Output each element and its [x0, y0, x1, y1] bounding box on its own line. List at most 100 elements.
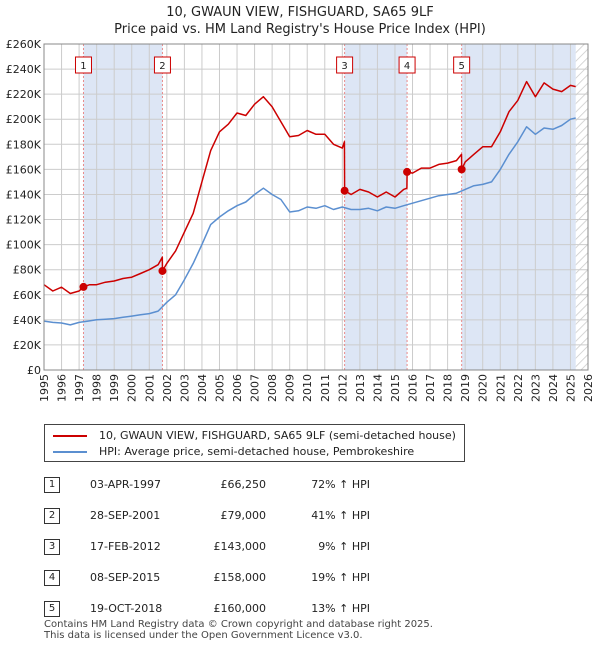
chart-legend: 10, GWAUN VIEW, FISHGUARD, SA65 9LF (sem… — [44, 424, 465, 462]
chart-title: 10, GWAUN VIEW, FISHGUARD, SA65 9LF — [166, 5, 434, 20]
table-row: 4 08-SEP-2015 £158,000 19% ↑ HPI — [0, 568, 600, 588]
x-tick-label: 2016 — [407, 374, 420, 402]
x-tick-label: 2002 — [161, 374, 174, 402]
y-tick-label: £140K — [6, 188, 42, 201]
x-tick-label: 2019 — [459, 374, 472, 402]
x-tick-label: 2017 — [424, 374, 437, 402]
sale-point — [457, 165, 466, 174]
sale-point — [79, 282, 88, 291]
y-tick-label: £40K — [13, 314, 42, 327]
y-tick-label: £180K — [6, 138, 42, 151]
x-tick-label: 2009 — [284, 374, 297, 402]
price-series-line — [43, 80, 576, 295]
transaction-price: £79,000 — [220, 509, 267, 522]
transaction-number: 4 — [44, 570, 60, 586]
footer-copyright: Contains HM Land Registry data © Crown c… — [44, 619, 433, 630]
sale-number-box — [74, 56, 92, 74]
ownership-band — [461, 44, 576, 370]
sale-point — [403, 167, 412, 176]
transaction-date: 17-FEB-2012 — [90, 540, 161, 553]
sale-number-box — [453, 56, 471, 74]
x-tick-label: 1999 — [108, 374, 121, 402]
x-tick-label: 2000 — [126, 374, 139, 402]
transaction-number: 5 — [44, 601, 60, 617]
x-tick-label: 2005 — [213, 374, 226, 402]
y-tick-label: £80K — [13, 264, 42, 277]
transaction-date: 28-SEP-2001 — [90, 509, 161, 522]
y-tick-label: £200K — [6, 113, 42, 126]
chart-subtitle: Price paid vs. HM Land Registry's House … — [114, 22, 486, 37]
transaction-number: 1 — [44, 477, 60, 493]
transaction-date: 19-OCT-2018 — [90, 602, 163, 615]
x-tick-label: 2004 — [196, 374, 209, 402]
y-tick-label: £20K — [13, 339, 42, 352]
x-tick-label: 2026 — [582, 374, 595, 402]
x-tick-label: 1998 — [91, 374, 104, 402]
table-row: 5 19-OCT-2018 £160,000 13% ↑ HPI — [0, 599, 600, 619]
legend-label-hpi: HPI: Average price, semi-detached house,… — [99, 445, 415, 458]
x-tick-label: 2023 — [529, 374, 542, 402]
transaction-date: 08-SEP-2015 — [90, 571, 161, 584]
x-tick-label: 2018 — [442, 374, 455, 402]
transaction-number: 3 — [44, 539, 60, 555]
y-tick-label: £260K — [6, 38, 42, 51]
transaction-price: £143,000 — [213, 540, 267, 553]
sale-number-label: 2 — [159, 61, 165, 72]
y-tick-label: £100K — [6, 239, 42, 252]
x-tick-label: 2010 — [301, 374, 314, 402]
y-tick-label: £160K — [6, 163, 42, 176]
sale-number-box — [153, 56, 171, 74]
x-tick-label: 2024 — [547, 374, 560, 402]
x-tick-label: 1996 — [56, 374, 69, 402]
legend-label-price: 10, GWAUN VIEW, FISHGUARD, SA65 9LF (sem… — [99, 429, 456, 442]
sale-number-box — [398, 56, 416, 74]
x-tick-label: 2008 — [266, 374, 279, 402]
x-tick-label: 2021 — [494, 374, 507, 402]
x-tick-label: 2014 — [371, 374, 384, 402]
x-tick-label: 2020 — [477, 374, 490, 402]
sale-number-label: 3 — [341, 61, 347, 72]
plot-frame — [43, 43, 589, 371]
price-chart: £0 £20K £40K £60K £80K £100K £120K £140K £160K £1… — [6, 38, 595, 402]
sale-number-box — [336, 56, 354, 74]
y-tick-label: £60K — [13, 289, 42, 302]
x-tick-label: 2001 — [143, 374, 156, 402]
ownership-band — [83, 44, 163, 370]
future-hatch — [575, 44, 588, 370]
footer: Contains HM Land Registry data © Crown c… — [44, 619, 433, 641]
transaction-hpi: 19% ↑ HPI — [311, 571, 370, 584]
x-tick-label: 2025 — [564, 374, 577, 402]
y-tick-label: £220K — [6, 88, 42, 101]
x-tick-label: 2011 — [319, 374, 332, 402]
y-tick-label: £0 — [27, 364, 41, 377]
transaction-hpi: 72% ↑ HPI — [311, 478, 370, 491]
x-tick-label: 2015 — [389, 374, 402, 402]
sale-point — [158, 266, 167, 275]
sale-number-label: 1 — [80, 61, 86, 72]
x-tick-label: 1995 — [38, 374, 51, 402]
transaction-hpi: 13% ↑ HPI — [311, 602, 370, 615]
transaction-hpi: 9% ↑ HPI — [318, 540, 370, 553]
y-tick-label: £240K — [6, 63, 42, 76]
transaction-price: £160,000 — [213, 602, 267, 615]
sale-point — [340, 186, 349, 195]
x-tick-label: 2012 — [336, 374, 349, 402]
y-tick-label: £120K — [6, 214, 42, 227]
x-tick-label: 2022 — [512, 374, 525, 402]
transaction-date: 03-APR-1997 — [90, 478, 162, 491]
transaction-price: £158,000 — [213, 571, 267, 584]
x-tick-label: 2003 — [178, 374, 191, 402]
transaction-hpi: 41% ↑ HPI — [311, 509, 370, 522]
table-row: 1 03-APR-1997 £66,250 72% ↑ HPI — [0, 475, 600, 495]
transaction-price: £66,250 — [220, 478, 267, 491]
table-row: 2 28-SEP-2001 £79,000 41% ↑ HPI — [0, 506, 600, 526]
table-row: 3 17-FEB-2012 £143,000 9% ↑ HPI — [0, 537, 600, 557]
sale-number-label: 4 — [404, 61, 410, 72]
sale-number-label: 5 — [458, 61, 464, 72]
legend-swatch-price — [53, 435, 87, 437]
hpi-series-line — [43, 117, 576, 326]
ownership-band — [344, 44, 408, 370]
x-tick-label: 2013 — [354, 374, 367, 402]
legend-swatch-hpi — [53, 451, 87, 453]
x-tick-label: 2006 — [231, 374, 244, 402]
